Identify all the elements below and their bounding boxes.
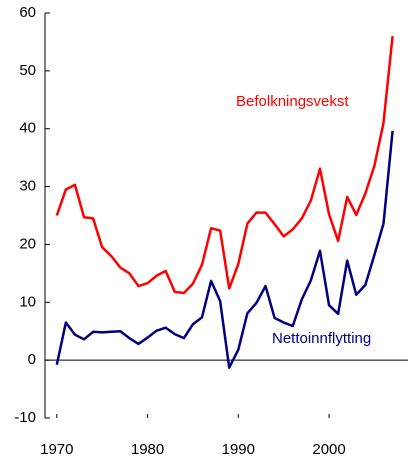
y-tick-label: 50 (19, 62, 36, 79)
y-tick-label: 20 (19, 235, 36, 252)
y-tick-label: 0 (28, 351, 36, 368)
series-label: Nettoinnflytting (272, 330, 371, 347)
x-tick-label: 1980 (131, 441, 164, 458)
series-line (55, 130, 394, 369)
y-tick-label: 30 (19, 178, 36, 195)
series-line (55, 36, 394, 295)
y-tick-label: 40 (19, 120, 36, 137)
x-tick-label: 1990 (222, 441, 255, 458)
y-tick-label: 60 (19, 4, 36, 21)
y-tick-label: 10 (19, 293, 36, 310)
series-label: Befolkningsvekst (236, 93, 349, 110)
y-tick-label: -10 (14, 409, 36, 426)
x-tick-label: 2000 (312, 441, 345, 458)
x-tick-label: 1970 (40, 441, 73, 458)
